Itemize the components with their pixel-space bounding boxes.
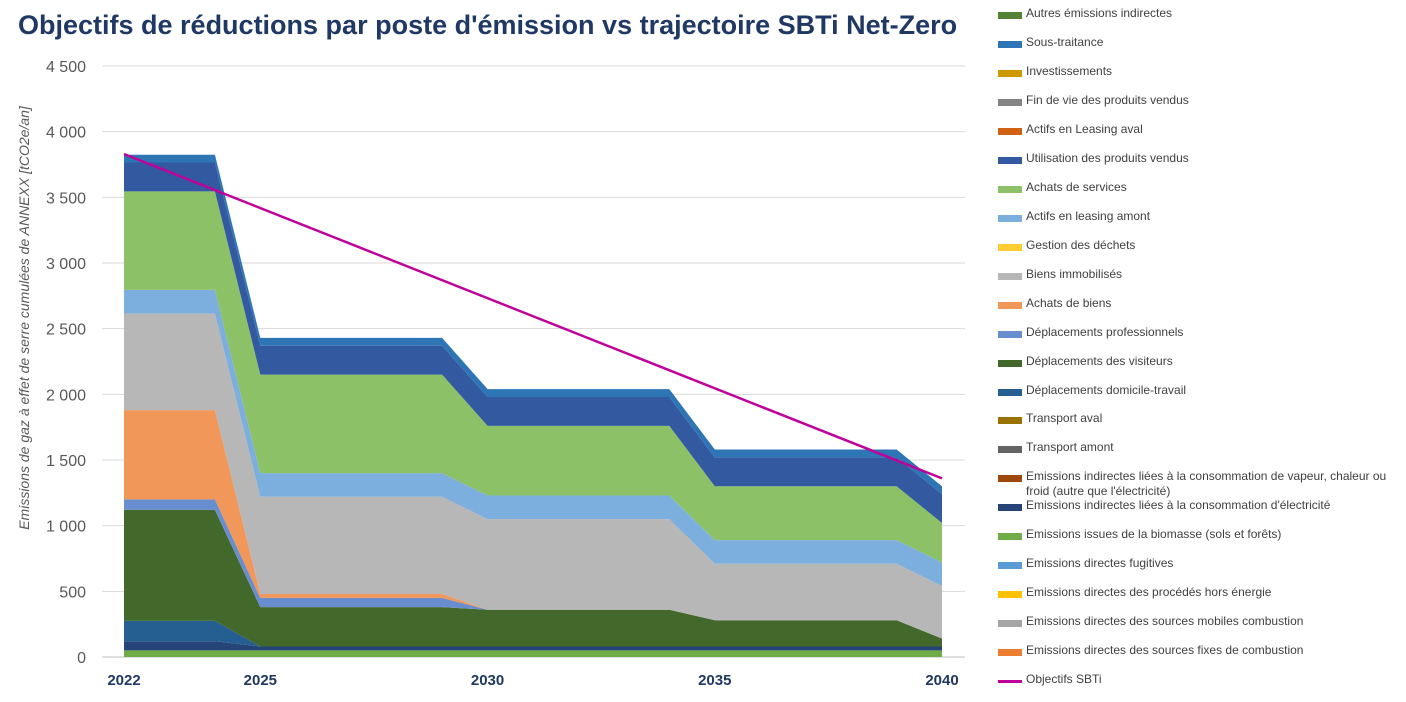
legend-swatch — [998, 70, 1022, 77]
legend-item-transport-aval: Transport aval — [998, 411, 1398, 426]
legend-label: Fin de vie des produits vendus — [1026, 93, 1189, 107]
legend-item-emissions-directes-des-sources-fixes-de-combustion: Emissions directes des sources fixes de … — [998, 643, 1398, 658]
legend-item-emissions-issues-de-la-biomasse-sols-et-forets: Emissions issues de la biomasse (sols et… — [998, 527, 1398, 542]
area-emissions-indirectes-liees-a-la-consommation-d-electricite — [124, 641, 942, 651]
legend-label: Utilisation des produits vendus — [1026, 151, 1189, 165]
legend-item-deplacements-domicile-travail: Déplacements domicile-travail — [998, 383, 1398, 398]
legend-label: Objectifs SBTi — [1026, 672, 1102, 686]
y-tick-label: 2 000 — [46, 387, 86, 404]
area-biens-immobilises — [124, 313, 942, 639]
legend-label: Autres émissions indirectes — [1026, 6, 1173, 20]
legend-label: Achats de biens — [1026, 296, 1112, 310]
y-tick-label: 1 000 — [46, 519, 86, 536]
legend-label: Actifs en Leasing aval — [1026, 122, 1143, 136]
y-tick-label: 500 — [59, 584, 86, 601]
legend-item-deplacements-des-visiteurs: Déplacements des visiteurs — [998, 354, 1398, 369]
x-tick-label: 2030 — [471, 672, 504, 689]
legend-swatch — [998, 186, 1022, 193]
x-tick-label: 2035 — [698, 672, 731, 689]
legend-item-utilisation-des-produits-vendus: Utilisation des produits vendus — [998, 151, 1398, 166]
legend-label: Emissions directes fugitives — [1026, 556, 1174, 570]
legend-item-emissions-directes-fugitives: Emissions directes fugitives — [998, 556, 1398, 571]
chart-title: Objectifs de réductions par poste d'émis… — [18, 10, 958, 40]
legend-swatch — [998, 157, 1022, 164]
y-tick-label: 0 — [77, 650, 86, 667]
legend-swatch — [998, 562, 1022, 569]
y-tick-label: 3 500 — [46, 190, 86, 207]
area-actifs-en-leasing-amont — [124, 289, 942, 587]
legend-swatch — [998, 99, 1022, 106]
y-tick-label: 1 500 — [46, 453, 86, 470]
legend-swatch — [998, 128, 1022, 135]
legend-swatch — [998, 504, 1022, 511]
legend-swatch — [998, 331, 1022, 338]
legend-swatch — [998, 417, 1022, 424]
area-emissions-issues-de-la-biomasse-sols-et-forets — [124, 650, 942, 657]
legend-swatch — [998, 244, 1022, 251]
legend-label: Déplacements professionnels — [1026, 325, 1184, 339]
legend-swatch — [998, 273, 1022, 280]
legend-label: Emissions indirectes liées à la consomma… — [1026, 469, 1387, 498]
legend-item-actifs-en-leasing-aval: Actifs en Leasing aval — [998, 122, 1398, 137]
legend-label: Actifs en leasing amont — [1026, 209, 1151, 223]
legend-item-gestion-des-dechets: Gestion des déchets — [998, 238, 1398, 253]
legend-swatch — [998, 680, 1022, 683]
legend-swatch — [998, 12, 1022, 19]
legend-label: Achats de services — [1026, 180, 1127, 194]
legend-label: Emissions directes des sources mobiles c… — [1026, 614, 1304, 628]
legend-swatch — [998, 41, 1022, 48]
x-tick-label: 2022 — [107, 672, 140, 689]
y-tick-label: 4 500 — [46, 59, 86, 76]
legend-label: Transport aval — [1026, 411, 1103, 425]
legend-label: Sous-traitance — [1026, 35, 1104, 49]
legend-label: Emissions directes des sources fixes de … — [1026, 643, 1304, 657]
y-tick-label: 3 000 — [46, 256, 86, 273]
legend-label: Déplacements des visiteurs — [1026, 354, 1173, 368]
legend-item-actifs-en-leasing-amont: Actifs en leasing amont — [998, 209, 1398, 224]
legend-swatch — [998, 389, 1022, 396]
area-deplacements-des-visiteurs — [124, 509, 942, 647]
legend-item-emissions-indirectes-liees-a-la-consommation-de-vapeur-chaleur-ou-froid-autre-que-l-electricite: Emissions indirectes liées à la consomma… — [998, 469, 1398, 499]
legend-item-achats-de-biens: Achats de biens — [998, 296, 1398, 311]
legend-swatch — [998, 360, 1022, 367]
x-tick-label: 2040 — [925, 672, 958, 689]
legend-item-sous-traitance: Sous-traitance — [998, 35, 1398, 50]
legend-label: Transport amont — [1026, 440, 1114, 454]
legend-label: Déplacements domicile-travail — [1026, 383, 1187, 397]
legend-item-investissements: Investissements — [998, 64, 1398, 79]
legend-label: Biens immobilisés — [1026, 267, 1123, 281]
legend-item-emissions-indirectes-liees-a-la-consommation-d-electricite: Emissions indirectes liées à la consomma… — [998, 498, 1398, 513]
legend-swatch — [998, 215, 1022, 222]
legend-label: Emissions indirectes liées à la consomma… — [1026, 498, 1331, 512]
legend-item-achats-de-services: Achats de services — [998, 180, 1398, 195]
legend-swatch — [998, 475, 1022, 482]
y-tick-label: 2 500 — [46, 322, 86, 339]
legend-swatch — [998, 446, 1022, 453]
legend-swatch — [998, 533, 1022, 540]
legend-swatch — [998, 649, 1022, 656]
legend-item-fin-de-vie-des-produits-vendus: Fin de vie des produits vendus — [998, 93, 1398, 108]
area-achats-de-services — [124, 191, 942, 563]
legend-item-transport-amont: Transport amont — [998, 440, 1398, 455]
legend-item-autres-emissions-indirectes: Autres émissions indirectes — [998, 6, 1398, 21]
legend-item-deplacements-professionnels: Déplacements professionnels — [998, 325, 1398, 340]
legend-item-emissions-directes-des-procedes-hors-energie: Emissions directes des procédés hors éne… — [998, 585, 1398, 600]
legend-label: Investissements — [1026, 64, 1113, 78]
area-deplacements-domicile-travail — [124, 620, 942, 647]
legend-label: Emissions directes des procédés hors éne… — [1026, 585, 1272, 599]
legend-item-biens-immobilises: Biens immobilisés — [998, 267, 1398, 282]
legend-item-objectifs-sbti: Objectifs SBTi — [998, 672, 1398, 687]
legend-swatch — [998, 591, 1022, 598]
area-achats-de-biens — [124, 410, 942, 639]
legend-label: Emissions issues de la biomasse (sols et… — [1026, 527, 1282, 541]
legend-item-emissions-directes-des-sources-mobiles-combustion: Emissions directes des sources mobiles c… — [998, 614, 1398, 629]
area-deplacements-professionnels — [124, 499, 942, 639]
y-tick-label: 4 000 — [46, 125, 86, 142]
legend-swatch — [998, 620, 1022, 627]
legend-label: Gestion des déchets — [1026, 238, 1136, 252]
x-tick-label: 2025 — [244, 672, 277, 689]
legend-swatch — [998, 302, 1022, 309]
line-objectifs-sbti — [123, 152, 943, 480]
